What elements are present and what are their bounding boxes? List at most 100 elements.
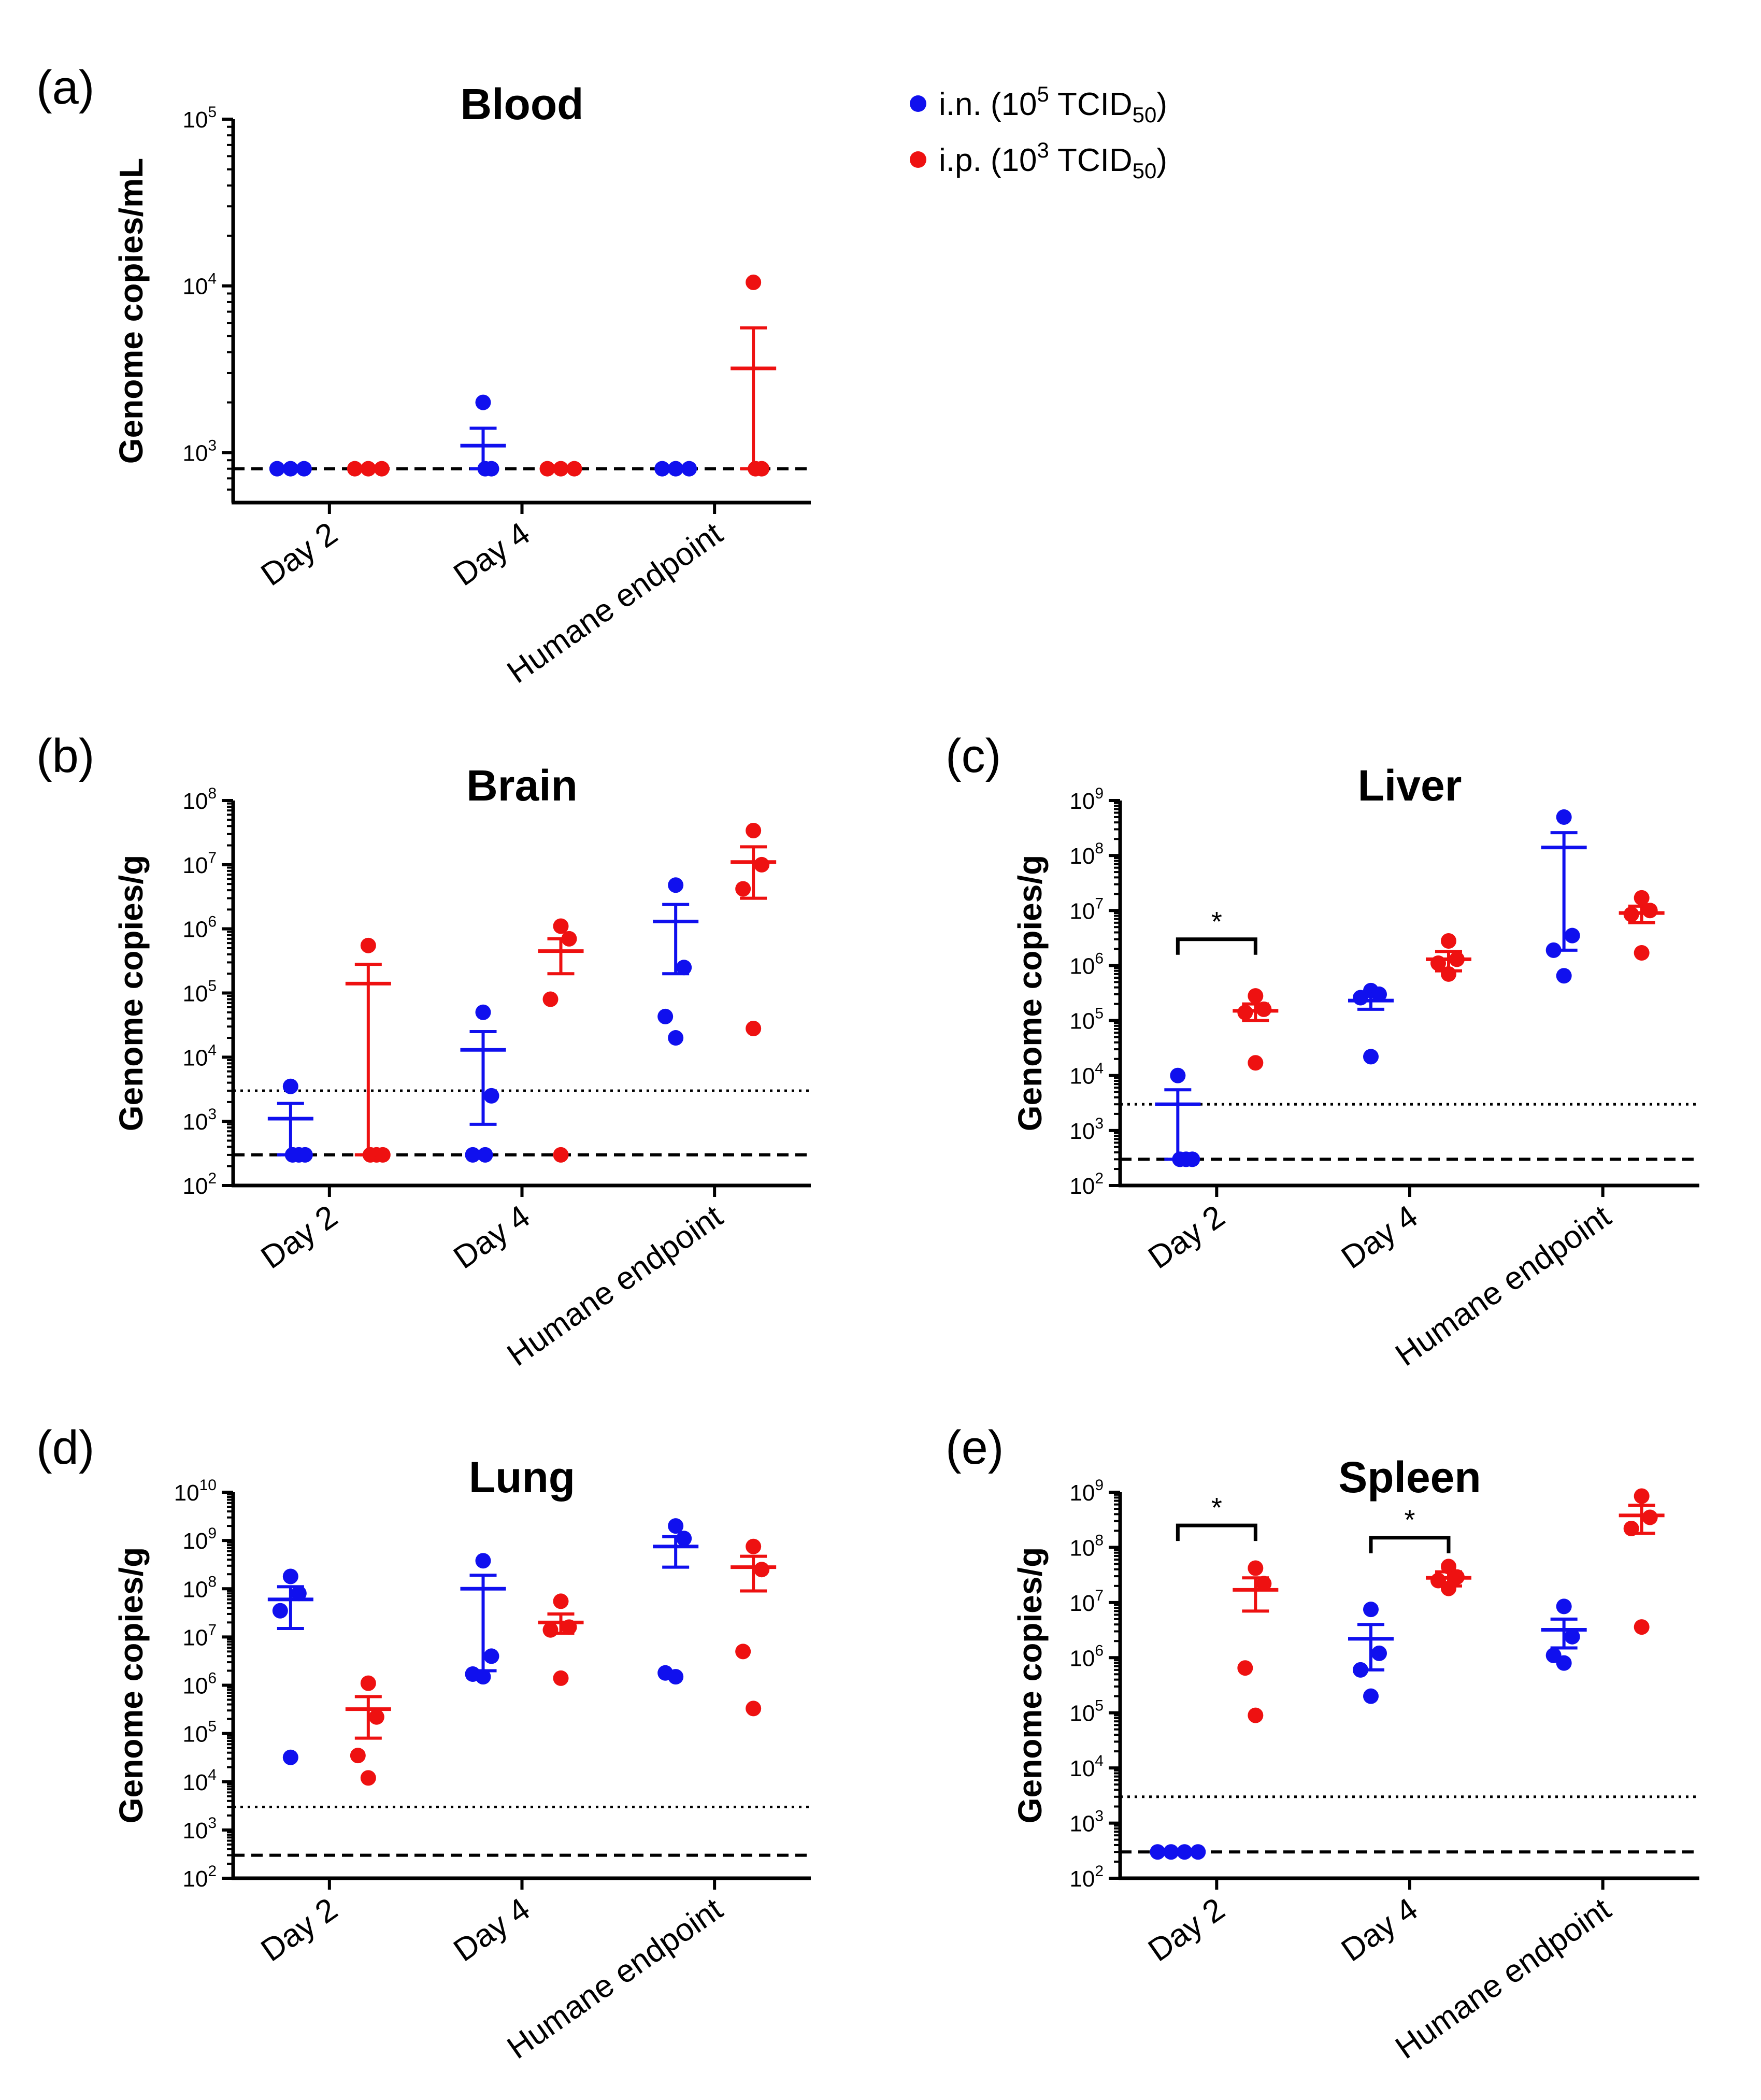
y-tick-label: 103 bbox=[182, 437, 217, 466]
y-tick-label: 104 bbox=[182, 1766, 217, 1795]
panel-label: (c) bbox=[946, 730, 1001, 782]
data-point bbox=[360, 937, 376, 953]
y-tick-label: 109 bbox=[1069, 1477, 1104, 1506]
data-point bbox=[347, 461, 363, 477]
data-point bbox=[1363, 1049, 1379, 1065]
data-point bbox=[1248, 1707, 1264, 1723]
data-point bbox=[754, 856, 770, 873]
y-tick-label: 109 bbox=[1069, 785, 1104, 814]
data-point bbox=[676, 1531, 692, 1547]
data-point bbox=[483, 1648, 499, 1664]
x-category-label: Humane endpoint bbox=[1389, 1891, 1617, 2066]
y-tick-label: 1010 bbox=[174, 1477, 217, 1506]
x-category-label: Day 2 bbox=[255, 1891, 344, 1968]
data-point bbox=[282, 1568, 298, 1584]
data-point bbox=[282, 1749, 298, 1765]
data-point bbox=[374, 461, 390, 477]
data-point bbox=[1430, 955, 1446, 972]
data-point bbox=[746, 1701, 762, 1717]
y-tick-label: 103 bbox=[1069, 1115, 1104, 1144]
chart-title: Spleen bbox=[1338, 1453, 1481, 1502]
data-point bbox=[735, 881, 751, 897]
data-point bbox=[566, 461, 582, 477]
data-point bbox=[272, 1603, 288, 1619]
data-point bbox=[748, 461, 764, 477]
data-point bbox=[1441, 1559, 1456, 1575]
data-point bbox=[1256, 1576, 1272, 1592]
data-point bbox=[668, 877, 684, 893]
x-category-label: Day 2 bbox=[1142, 1891, 1231, 1968]
y-tick-label: 107 bbox=[182, 1621, 217, 1650]
data-point bbox=[1150, 1844, 1166, 1860]
legend: i.n. (105 TCID50) i.p. (103 TCID50) bbox=[910, 82, 1167, 183]
data-point bbox=[291, 1585, 307, 1602]
data-point bbox=[1170, 1067, 1186, 1083]
data-point bbox=[483, 1088, 499, 1104]
x-category-label: Day 4 bbox=[447, 1198, 536, 1276]
panel-label: (d) bbox=[36, 1421, 94, 1474]
data-point bbox=[553, 1593, 569, 1609]
panel-d: (d) Lung Genome copies/g 102 103 104 105 106 107… bbox=[36, 1421, 811, 2066]
data-point bbox=[1634, 945, 1650, 961]
data-point bbox=[1163, 1844, 1179, 1860]
data-point bbox=[282, 1078, 298, 1094]
y-axis-label: Genome copies/g bbox=[1011, 1547, 1049, 1823]
data-point bbox=[1248, 1560, 1264, 1576]
x-category-label: Day 4 bbox=[447, 1891, 536, 1968]
y-tick-label: 109 bbox=[182, 1525, 217, 1554]
y-tick-label: 108 bbox=[1069, 1532, 1104, 1561]
data-point bbox=[1634, 1619, 1650, 1635]
legend-label-ip: i.p. (103 TCID50) bbox=[939, 138, 1167, 183]
data-point bbox=[553, 1670, 569, 1686]
data-point bbox=[368, 1709, 384, 1725]
panel-a: (a) Blood Genome copies/mL 103 104 105 Day 2 Da… bbox=[36, 61, 811, 690]
y-tick-label: 102 bbox=[1069, 1863, 1104, 1892]
data-point bbox=[282, 461, 298, 477]
data-point bbox=[746, 823, 762, 839]
data-point bbox=[269, 461, 285, 477]
y-tick-label: 106 bbox=[1069, 1642, 1104, 1671]
data-point bbox=[1623, 906, 1639, 922]
y-tick-label: 104 bbox=[182, 270, 217, 299]
x-category-label: Day 4 bbox=[1335, 1198, 1424, 1276]
data-point bbox=[1256, 1001, 1272, 1017]
data-point bbox=[1371, 1645, 1387, 1661]
data-point bbox=[668, 1030, 684, 1046]
data-point bbox=[1623, 1520, 1639, 1536]
chart-title: Brain bbox=[466, 761, 578, 810]
data-point bbox=[553, 461, 569, 477]
data-point bbox=[1634, 890, 1650, 906]
panel-label: (e) bbox=[946, 1421, 1004, 1474]
panel-e: (e) Spleen Genome copies/g 102 103 104 105 106 1… bbox=[946, 1421, 1699, 2066]
panel-b: (b) Brain Genome copies/g 102 103 104 105 106 10… bbox=[36, 730, 811, 1373]
data-point bbox=[296, 461, 312, 477]
data-point bbox=[676, 960, 692, 976]
x-category-label: Day 2 bbox=[1142, 1198, 1231, 1276]
data-point bbox=[1634, 1488, 1650, 1504]
data-point bbox=[475, 1004, 491, 1020]
data-point bbox=[746, 1020, 762, 1036]
data-point bbox=[1190, 1844, 1206, 1860]
y-tick-label: 107 bbox=[182, 849, 217, 878]
data-point bbox=[1353, 990, 1368, 1006]
x-category-label: Humane endpoint bbox=[501, 1198, 729, 1373]
data-point bbox=[1642, 1509, 1658, 1525]
data-point bbox=[657, 1008, 674, 1024]
data-point bbox=[561, 1619, 577, 1635]
y-tick-label: 103 bbox=[182, 1815, 217, 1844]
legend-marker-in bbox=[910, 95, 926, 112]
data-point bbox=[465, 1147, 481, 1163]
x-category-label: Humane endpoint bbox=[1389, 1198, 1617, 1373]
data-point bbox=[360, 1675, 376, 1691]
data-point bbox=[1564, 1628, 1580, 1645]
data-point bbox=[1441, 933, 1456, 949]
data-point bbox=[681, 461, 697, 477]
data-point bbox=[1556, 968, 1572, 984]
significance-bracket bbox=[1176, 1523, 1257, 1541]
chart-title: Lung bbox=[469, 1453, 575, 1502]
data-point bbox=[375, 1147, 391, 1163]
data-point bbox=[746, 1538, 762, 1554]
x-category-label: Day 2 bbox=[255, 516, 344, 593]
data-point bbox=[1363, 1602, 1379, 1618]
y-tick-label: 105 bbox=[182, 1718, 217, 1747]
